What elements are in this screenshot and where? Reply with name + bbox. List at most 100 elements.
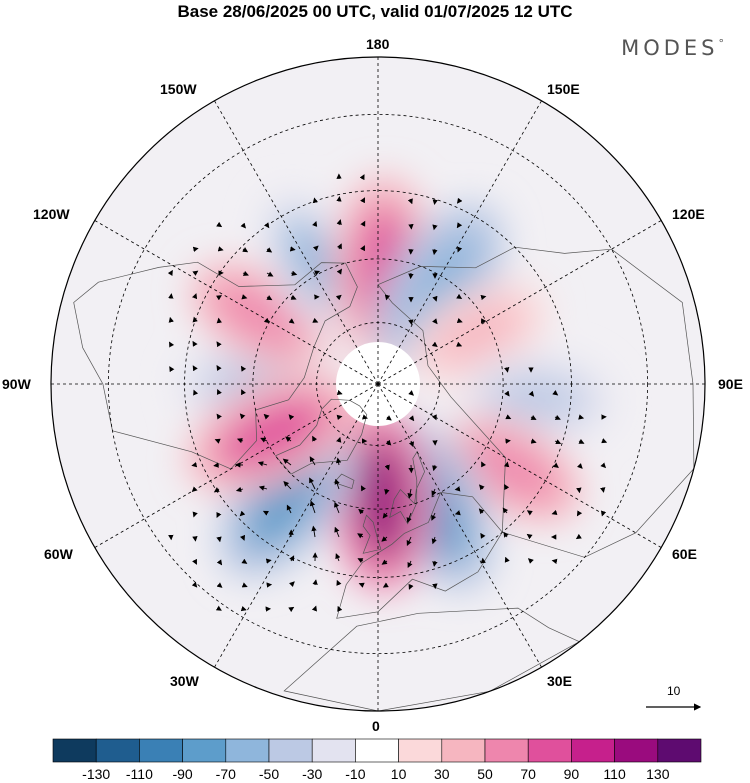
wind-vector (288, 318, 295, 324)
wind-vector (290, 294, 297, 300)
parallel-circle (107, 113, 649, 655)
lon-label-90w: 90W (2, 376, 31, 392)
meridian-line (83, 214, 379, 385)
wind-vector (168, 316, 174, 323)
wind-vector (216, 221, 223, 228)
wind-vector (192, 270, 199, 276)
wind-vector (312, 245, 319, 252)
wind-vector (601, 438, 608, 444)
wind-vector (503, 461, 510, 468)
wind-vector (169, 341, 175, 348)
wind-vector (289, 555, 295, 562)
wind-vector (260, 437, 268, 443)
wind-vector (504, 366, 510, 373)
wind-vector (456, 341, 463, 347)
wind-vector (192, 365, 198, 372)
wind-vector (526, 533, 533, 540)
anomaly-cell-core (215, 397, 330, 469)
coastline (73, 261, 358, 470)
wind-vector (600, 487, 606, 493)
parallel-circle (252, 258, 504, 510)
wind-vector (312, 435, 318, 442)
wind-vector (309, 477, 316, 490)
wind-vector (240, 534, 246, 541)
colorbar-tick-label: 90 (563, 766, 580, 782)
wind-vector (551, 558, 558, 565)
colorbar-tick-label: 10 (390, 766, 407, 782)
parallel-circle (316, 322, 440, 446)
wind-vector (309, 456, 316, 466)
colorbar-tick-label: -10 (345, 766, 366, 782)
wind-vector (311, 605, 317, 612)
map-title: Base 28/06/2025 00 UTC, valid 01/07/2025… (177, 2, 573, 21)
wind-vector (241, 582, 248, 588)
map-boundary (50, 56, 706, 712)
wind-vector (289, 581, 295, 587)
wind-vector (358, 508, 365, 515)
wind-vector (289, 246, 296, 252)
wind-vector (505, 414, 512, 420)
wind-vector (263, 413, 270, 420)
brand-mark: ° (718, 37, 728, 50)
wind-vector (216, 365, 222, 372)
wind-vector (239, 510, 246, 517)
wind-vector (480, 532, 486, 539)
wind-vector (217, 246, 224, 252)
wind-vector (504, 484, 510, 491)
colorbar-swatch (52, 738, 97, 763)
colorbar-swatch (484, 738, 529, 763)
wind-vector (576, 487, 582, 494)
wind-vector (407, 198, 413, 205)
wind-vector (191, 486, 198, 493)
wind-vector (312, 197, 319, 204)
wind-vector (456, 317, 463, 324)
colorbar-tick-label: -50 (258, 766, 280, 782)
wind-vector (554, 414, 561, 420)
wind-vector (432, 464, 438, 472)
wind-vector (213, 487, 220, 493)
wind-vector (408, 583, 414, 590)
wind-vector (169, 366, 175, 373)
wind-vector (408, 440, 414, 448)
wind-vector (432, 224, 438, 231)
wind-vector (241, 294, 248, 300)
lon-label-0: 0 (372, 718, 380, 734)
lon-label-60e: 60E (672, 546, 697, 562)
wind-vector (216, 582, 223, 588)
wind-vector (266, 271, 274, 277)
wind-vector (240, 605, 247, 612)
wind-vector (336, 219, 342, 226)
parallel-circle (184, 190, 572, 578)
wind-vector (335, 294, 342, 301)
wind-vector (240, 222, 246, 229)
wind-vector (242, 270, 249, 276)
wind-vector (192, 246, 199, 252)
colorbar-tick-label: 130 (646, 766, 670, 782)
wind-vector (336, 414, 343, 421)
graticule (51, 57, 705, 711)
colorbar-swatch (571, 738, 615, 763)
wind-vector (360, 197, 366, 204)
wind-vector (312, 579, 318, 586)
wind-vector (432, 318, 438, 325)
wind-vector (407, 560, 413, 569)
wind-vector (502, 507, 509, 514)
coastline (336, 492, 503, 619)
wind-vector (456, 222, 463, 229)
wind-vector (530, 415, 537, 420)
wind-vector (337, 605, 343, 612)
wind-vector (526, 510, 533, 516)
wind-vectors (167, 173, 608, 613)
wind-vector (382, 512, 389, 519)
wind-vector (432, 248, 438, 256)
wind-vector (335, 457, 342, 466)
anomaly-cell-core (470, 437, 558, 501)
colorbar-swatch (311, 738, 356, 763)
lon-label-150e: 150E (547, 81, 580, 97)
wind-vector (408, 319, 414, 326)
wind-vector (527, 558, 534, 564)
wind-vector (479, 484, 485, 491)
wind-vector (457, 246, 463, 253)
wind-vector (288, 414, 295, 421)
wind-vector (241, 389, 246, 396)
